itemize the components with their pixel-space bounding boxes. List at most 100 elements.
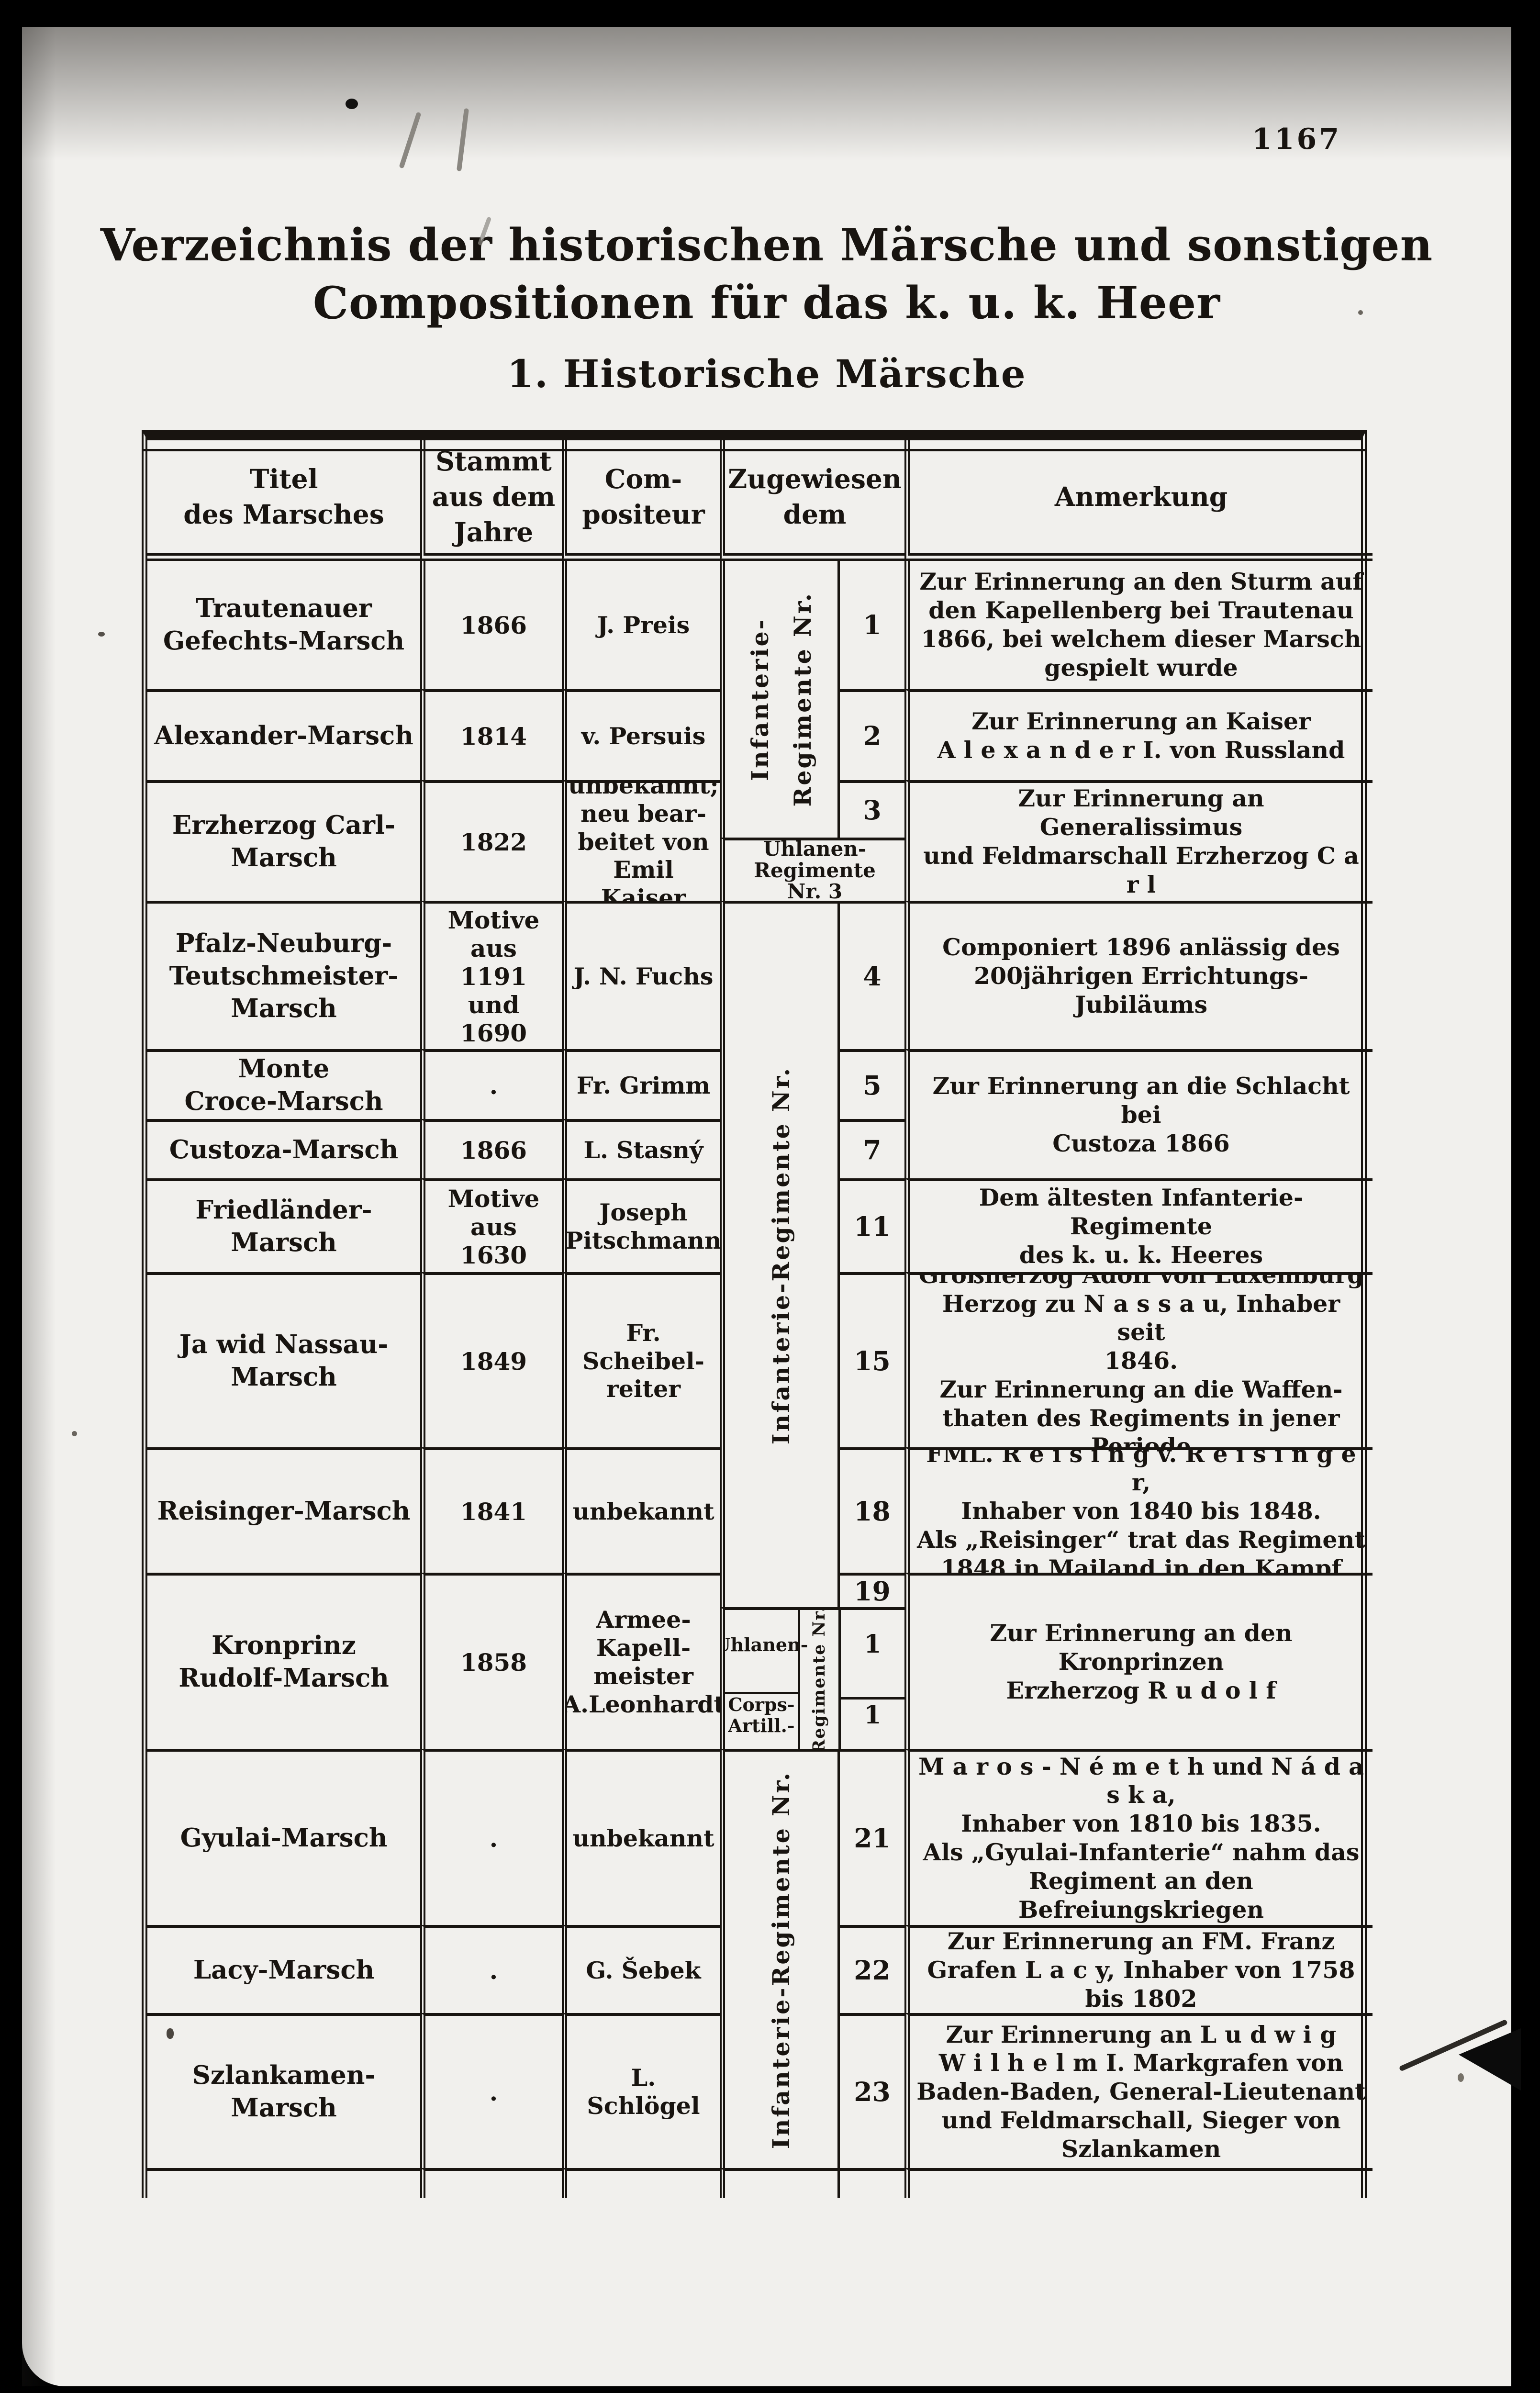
row-regiment-nr: 5 <box>837 1049 904 1119</box>
vertical-label-line1: Infanterie- <box>746 617 774 781</box>
row-compositeur: L. Stasný <box>562 1119 720 1178</box>
row-anmerkung-merged: Zur Erinnerung an die Schlacht bei Custo… <box>904 1049 1373 1178</box>
uhlanen-regimente-nr3-cell: Uhlanen- Regimente Nr. 3 <box>720 838 904 901</box>
row-compositeur: J. Preis <box>562 561 720 689</box>
row-compositeur: Joseph Pitschmann <box>562 1178 720 1272</box>
vertical-label-infanterie-regimente-b: Infanterie-Regimente Nr. <box>720 901 837 1607</box>
vertical-label: Regimente Nr. <box>809 1607 829 1749</box>
row-anmerkung: Großherzog Adolf von Luxemburg Herzog zu… <box>904 1272 1373 1447</box>
row-anmerkung: Zur Erinnerung an den Kronprinzen Erzher… <box>904 1573 1373 1749</box>
row-jahr: 1866 <box>420 1119 562 1178</box>
col-header-zugewiesen: Zugewiesen dem <box>720 440 904 561</box>
row-regiment-nr: 21 <box>837 1749 904 1925</box>
row-regiment-nr: 2 <box>837 689 904 780</box>
kronprinz-assignment-box: Uhlanen- Corps- Artill.- Regimente Nr. 1… <box>720 1607 904 1749</box>
row-compositeur: Fr. Grimm <box>562 1049 720 1119</box>
row-titel: Kronprinz Rudolf-Marsch <box>147 1573 420 1749</box>
scan-shadow-top <box>22 27 1511 161</box>
row-jahr: 1866 <box>420 561 562 689</box>
row-regiment-nr: 7 <box>837 1119 904 1178</box>
row-compositeur: unbekannt <box>562 1447 720 1573</box>
vertical-label: Infanterie-Regimente Nr. <box>767 1770 795 2149</box>
row-titel: Custoza-Marsch <box>147 1119 420 1178</box>
scan-shadow-left <box>22 27 56 2386</box>
ink-speck <box>167 2028 174 2039</box>
col-header-anmerkung: Anmerkung <box>904 440 1373 561</box>
stub-cell <box>837 2168 904 2198</box>
row-jahr: Motive aus 1191 und 1690 <box>420 901 562 1049</box>
stub-cell <box>904 2168 1373 2198</box>
row-jahr: 1849 <box>420 1272 562 1447</box>
row-regiment-nr: 1 <box>837 561 904 689</box>
row-compositeur: G. Šebek <box>562 1925 720 2013</box>
row-anmerkung: FML. Albert Graf G y u l a i v. M a r o … <box>904 1749 1373 1925</box>
col-header-titel: Titel des Marsches <box>147 440 420 561</box>
row-compositeur: v. Persuis <box>562 689 720 780</box>
document-title: Verzeichnis der historischen Märsche und… <box>100 219 1433 329</box>
vertical-label: Infanterie-Regimente Nr. <box>767 1066 795 1445</box>
row-compositeur: L. Schlögel <box>562 2013 720 2168</box>
row-anmerkung: Dem ältesten Infanterie-Regimente des k.… <box>904 1178 1373 1272</box>
row-titel: Reisinger-Marsch <box>147 1447 420 1573</box>
stub-cell <box>420 2168 562 2198</box>
corps-artillerie-nr: 1 <box>841 1697 904 1732</box>
row-titel: Alexander-Marsch <box>147 689 420 780</box>
row-titel: Friedländer-Marsch <box>147 1178 420 1272</box>
ink-speck <box>346 99 358 109</box>
row-titel: Szlankamen-Marsch <box>147 2013 420 2168</box>
ink-speck <box>98 632 105 637</box>
row-jahr: . <box>420 1749 562 1925</box>
ink-speck <box>72 1431 77 1436</box>
row-anmerkung: Zur Erinnerung an FM. Franz Grafen L a c… <box>904 1925 1373 2013</box>
row-regiment-nr: 19 <box>837 1573 904 1607</box>
row-titel: Pfalz-Neuburg- Teutschmeister- Marsch <box>147 901 420 1049</box>
uhlanen-regiment-nr: 1 <box>864 1630 882 1659</box>
page-number: 1167 <box>1252 123 1341 156</box>
row-titel: Ja wid Nassau- Marsch <box>147 1272 420 1447</box>
row-jahr: Motive aus 1630 <box>420 1178 562 1272</box>
vertical-label-infanterie-regimente-d: Infanterie-Regimente Nr. <box>720 1749 837 2168</box>
row-anmerkung: Zur Erinnerung an Kaiser A l e x a n d e… <box>904 689 1373 780</box>
stub-cell <box>720 2168 837 2198</box>
marches-table: Titel des Marsches Stammt aus dem Jahre … <box>142 430 1373 2198</box>
row-titel: Gyulai-Marsch <box>147 1749 420 1925</box>
vertical-label-regimente-nr: Regimente Nr. <box>798 1607 841 1749</box>
uhlanen-label: Uhlanen- <box>720 1633 808 1655</box>
corps-artillerie-label: Corps- Artill.- <box>725 1692 798 1736</box>
row-jahr: 1814 <box>420 689 562 780</box>
row-anmerkung: Zur Erinnerung an den Sturm auf den Kape… <box>904 561 1373 689</box>
row-regiment-nr: 15 <box>837 1272 904 1447</box>
row-jahr: . <box>420 1049 562 1119</box>
col-header-jahr: Stammt aus dem Jahre <box>420 440 562 561</box>
row-jahr: 1841 <box>420 1447 562 1573</box>
row-compositeur: Fr. Scheibel- reiter <box>562 1272 720 1447</box>
vertical-label-line2: Regimente Nr. <box>788 592 816 807</box>
row-titel: Lacy-Marsch <box>147 1925 420 2013</box>
row-regiment-nr: 11 <box>837 1178 904 1272</box>
col-header-compositeur: Com- positeur <box>562 440 720 561</box>
row-jahr: . <box>420 2013 562 2168</box>
row-compositeur: unbekannt <box>562 1749 720 1925</box>
row-jahr: 1858 <box>420 1573 562 1749</box>
vertical-label-infanterie-regimente-a: Infanterie- Regimente Nr. <box>720 561 837 838</box>
row-compositeur: Armee- Kapell- meister A.Leonhardt <box>562 1573 720 1749</box>
row-anmerkung: FML. R e i s i n g v. R e i s i n g e r,… <box>904 1447 1373 1573</box>
row-compositeur: unbekannt; neu bear- beitet von Emil Kai… <box>562 780 720 901</box>
row-jahr: . <box>420 1925 562 2013</box>
row-regiment-nr: 22 <box>837 1925 904 2013</box>
section-title: 1. Historische Märsche <box>507 351 1027 396</box>
row-regiment-nr: 23 <box>837 2013 904 2168</box>
row-regiment-nr: 4 <box>837 901 904 1049</box>
row-regiment-nr: 3 <box>837 780 904 838</box>
row-titel: Erzherzog Carl- Marsch <box>147 780 420 901</box>
row-titel: Monte Croce-Marsch <box>147 1049 420 1119</box>
ink-speck <box>1358 310 1363 315</box>
stub-cell <box>147 2168 420 2198</box>
row-titel: Trautenauer Gefechts-Marsch <box>163 593 405 656</box>
stub-cell <box>562 2168 720 2198</box>
row-anmerkung: Zur Erinnerung an Generalissimus und Fel… <box>904 780 1373 901</box>
row-anmerkung: Zur Erinnerung an L u d w i g W i l h e … <box>904 2013 1373 2168</box>
row-regiment-nr: 18 <box>837 1447 904 1573</box>
paper-background <box>22 27 1511 2386</box>
